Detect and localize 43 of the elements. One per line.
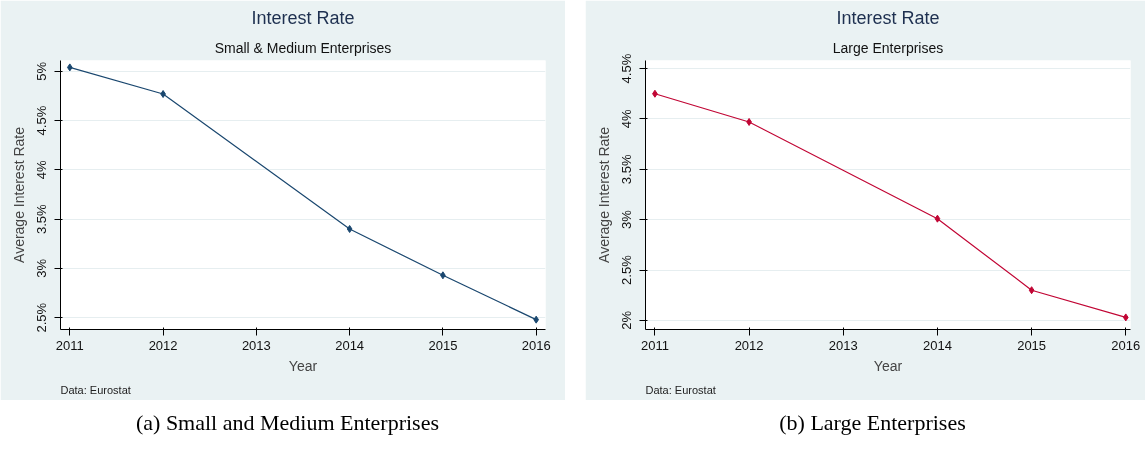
x-tick-label: 2015 bbox=[1017, 337, 1047, 353]
x-tick-label: 2011 bbox=[640, 337, 669, 353]
y-tick-label: 2% bbox=[619, 310, 635, 330]
text: (a) Small and Medium Enterprises bbox=[135, 409, 440, 437]
point bbox=[934, 214, 941, 223]
y-tick-label: 3.5% bbox=[34, 203, 50, 234]
text: Data: Eurostat bbox=[645, 383, 716, 396]
chart-subtitle: Large Enterprises bbox=[832, 39, 944, 56]
y-axis-title: Average Interest Rate bbox=[10, 126, 27, 263]
point bbox=[1028, 286, 1035, 295]
y-tick-label: 4.5% bbox=[619, 53, 635, 84]
y-axis-title: Average Interest Rate bbox=[595, 126, 612, 263]
y-tick-label: 3% bbox=[619, 209, 635, 230]
y-tick-label: 4% bbox=[619, 109, 635, 129]
x-tick-label: 2014 bbox=[922, 337, 952, 353]
y-tick-label: 3% bbox=[34, 258, 50, 278]
x-tick-label: 2013 bbox=[241, 337, 271, 353]
x-tick-label: 2012 bbox=[734, 337, 764, 353]
x-tick-label: 2016 bbox=[1111, 337, 1141, 353]
chart-title: Interest Rate bbox=[836, 7, 940, 28]
y-tick-label: 2.5% bbox=[34, 302, 50, 333]
x-axis-title: Year bbox=[873, 357, 903, 374]
chart-title: Interest Rate bbox=[251, 7, 355, 28]
x-tick-label: 2015 bbox=[428, 337, 458, 353]
y-tick-label: 5% bbox=[34, 61, 50, 81]
text: (b) Large Enterprises bbox=[779, 409, 966, 437]
y-tick-label: 4% bbox=[34, 160, 50, 180]
y-tick-label: 3.5% bbox=[619, 154, 635, 185]
text: Data: Eurostat bbox=[60, 383, 131, 396]
x-tick-label: 2012 bbox=[148, 337, 178, 353]
point bbox=[160, 90, 166, 98]
chart-subtitle: Small & Medium Enterprises bbox=[214, 39, 392, 56]
point bbox=[66, 63, 73, 72]
point bbox=[1122, 313, 1129, 322]
y-tick-label: 4.5% bbox=[34, 105, 50, 136]
x-tick-label: 2011 bbox=[55, 337, 84, 353]
point bbox=[346, 224, 353, 233]
x-tick-label: 2014 bbox=[335, 337, 365, 353]
y-tick-label: 2.5% bbox=[619, 254, 635, 285]
x-tick-label: 2016 bbox=[521, 337, 551, 353]
x-axis-title: Year bbox=[288, 357, 318, 374]
point bbox=[533, 315, 540, 324]
x-tick-label: 2013 bbox=[828, 337, 858, 353]
